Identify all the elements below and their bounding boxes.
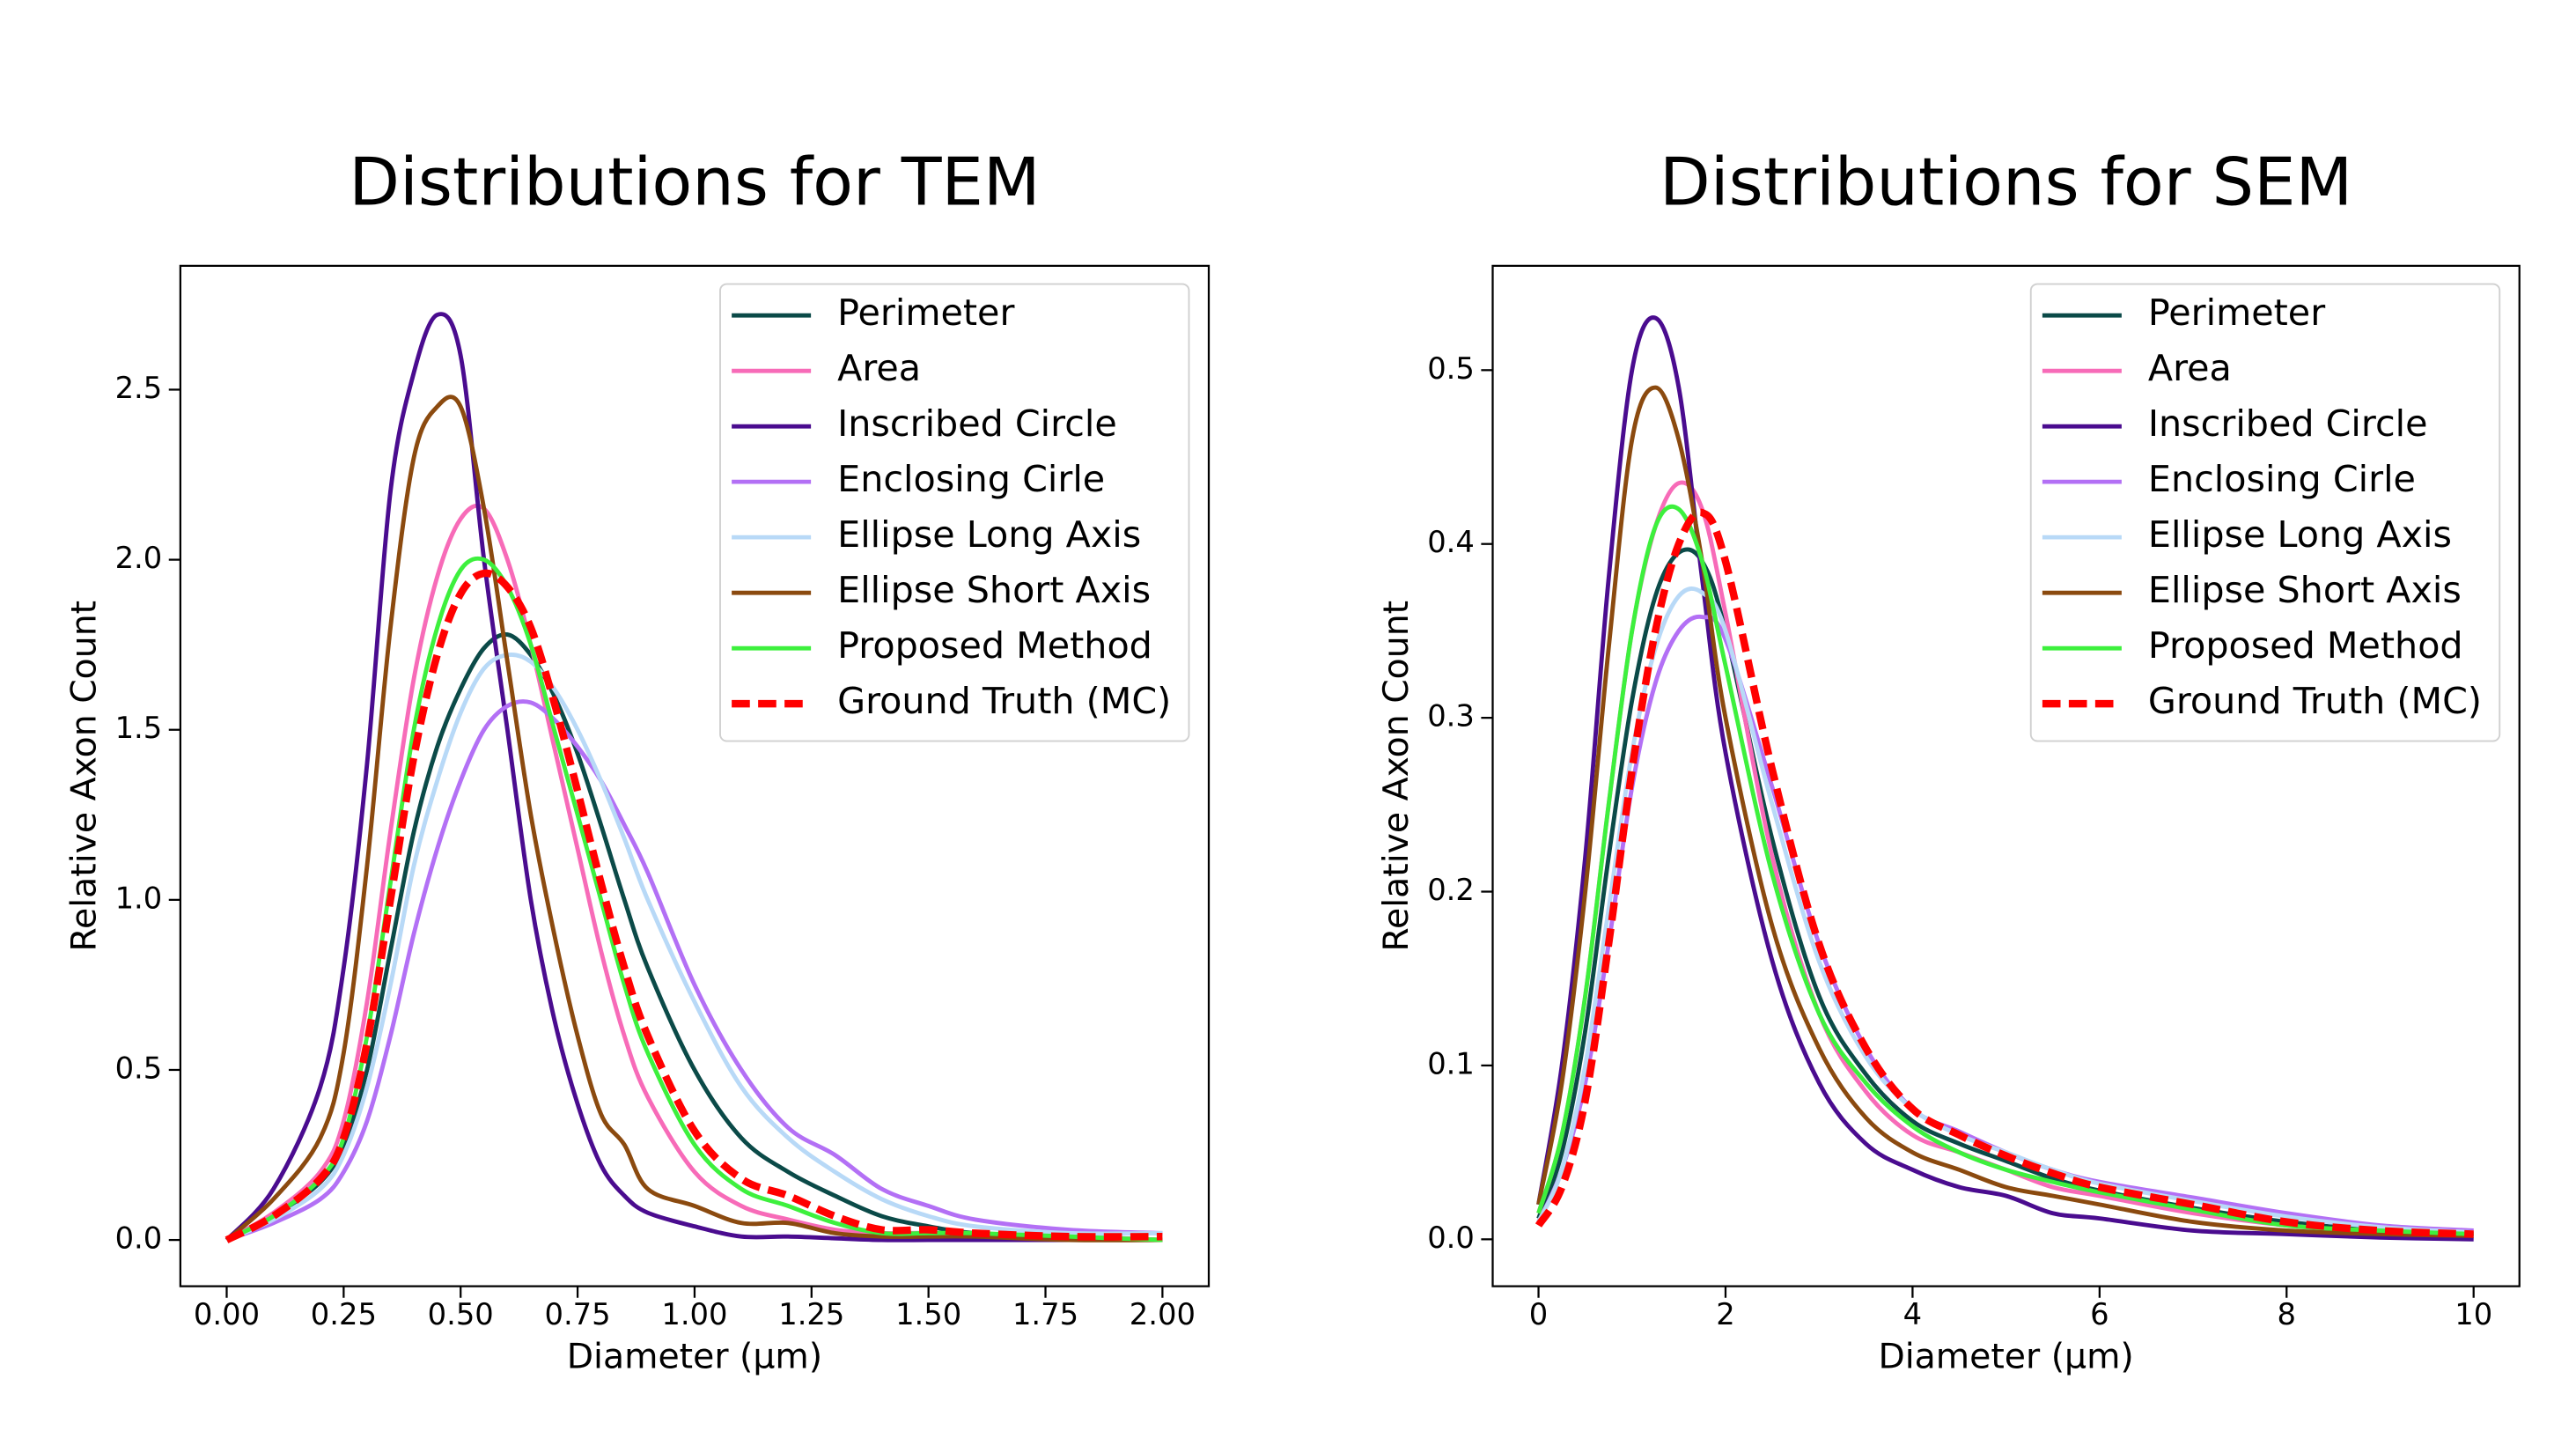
x-tick-label: 1.00: [661, 1297, 727, 1331]
data-line: [1535, 508, 2474, 1238]
y-tick-label: 2.0: [115, 541, 163, 575]
data-line: [1536, 586, 2474, 1235]
data-line: [224, 569, 1163, 1243]
legend-label: Area: [2148, 347, 2232, 389]
data-line: [1536, 315, 2474, 1242]
y-tick-label: 0.0: [1427, 1221, 1475, 1255]
x-tick-label: 6: [2090, 1297, 2109, 1331]
legend-label: Inscribed Circle: [2148, 402, 2428, 445]
y-tick-label: 2.5: [115, 371, 163, 405]
y-tick-label: 0.5: [115, 1051, 163, 1085]
x-tick-label: 10: [2455, 1297, 2492, 1331]
data-line: [224, 395, 1163, 1243]
legend-label: Enclosing Cirle: [837, 458, 1105, 500]
data-line: [225, 653, 1163, 1243]
y-tick-label: 0.3: [1427, 699, 1475, 734]
legend-label: Ground Truth (MC): [2148, 680, 2482, 722]
x-tick-label: 0.75: [544, 1297, 610, 1331]
x-tick-label: 2.00: [1130, 1297, 1196, 1331]
legend-label: Ellipse Long Axis: [2148, 513, 2452, 556]
y-tick-label: 0.5: [1427, 351, 1475, 386]
legend-label: Ellipse Long Axis: [837, 513, 1141, 556]
chart: Distributions for SEM 0 2 4 6 8 10 0.0 0.1 0.2 0.3…: [1376, 143, 2521, 1377]
legend-label: Proposed Method: [2148, 624, 2463, 667]
legend-label: Ellipse Short Axis: [837, 569, 1151, 611]
data-line: [224, 312, 1163, 1243]
x-tick-label: 1.50: [895, 1297, 961, 1331]
data-line: [1536, 504, 2474, 1236]
plot-frame: [179, 264, 1211, 1287]
legend-label: Area: [837, 347, 921, 389]
legend-label: Ground Truth (MC): [837, 680, 1171, 722]
x-axis-label: Diameter (µm): [1878, 1337, 2133, 1377]
legend-label: Perimeter: [837, 291, 1014, 334]
plot-frame: [1491, 264, 2521, 1287]
legend-box: [2029, 283, 2501, 742]
y-tick-label: 0.0: [115, 1221, 163, 1256]
data-line: [225, 699, 1163, 1243]
x-tick-label: 2: [1716, 1297, 1734, 1331]
legend-box: [719, 283, 1190, 742]
chart-title: Distributions for SEM: [1660, 143, 2352, 220]
y-axis-label: Relative Axon Count: [1376, 601, 1417, 952]
x-axis-label: Diameter (µm): [567, 1337, 822, 1377]
x-tick-label: 8: [2278, 1297, 2296, 1331]
y-axis-label: Relative Axon Count: [64, 601, 105, 952]
y-tick-label: 0.1: [1427, 1046, 1475, 1081]
x-tick-label: 0.25: [311, 1297, 377, 1331]
y-tick-label: 0.2: [1427, 873, 1475, 907]
chart-title: Distributions for TEM: [349, 143, 1040, 220]
y-tick-label: 1.0: [115, 881, 163, 915]
x-tick-label: 4: [1903, 1297, 1922, 1331]
data-line: [1536, 385, 2474, 1238]
legend-label: Proposed Method: [837, 624, 1152, 667]
y-tick-label: 1.5: [115, 711, 163, 745]
legend: Perimeter Area Inscribed Circle Enclosing C…: [719, 283, 1190, 742]
x-tick-label: 0.50: [428, 1297, 494, 1331]
x-tick-label: 1.25: [778, 1297, 844, 1331]
legend: Perimeter Area Inscribed Circle Enclosing C…: [2029, 283, 2501, 742]
x-tick-label: 0.00: [194, 1297, 260, 1331]
y-tick-label: 0.4: [1427, 525, 1475, 559]
chart: Distributions for TEM 0.00 0.25 0.50 0.75 1.0…: [64, 143, 1211, 1377]
legend-label: Ellipse Short Axis: [2148, 569, 2462, 611]
legend-label: Inscribed Circle: [837, 402, 1117, 445]
x-tick-label: 0: [1529, 1297, 1548, 1331]
legend-label: Perimeter: [2148, 291, 2325, 334]
x-tick-label: 1.75: [1012, 1297, 1078, 1331]
legend-label: Enclosing Cirle: [2148, 458, 2416, 500]
